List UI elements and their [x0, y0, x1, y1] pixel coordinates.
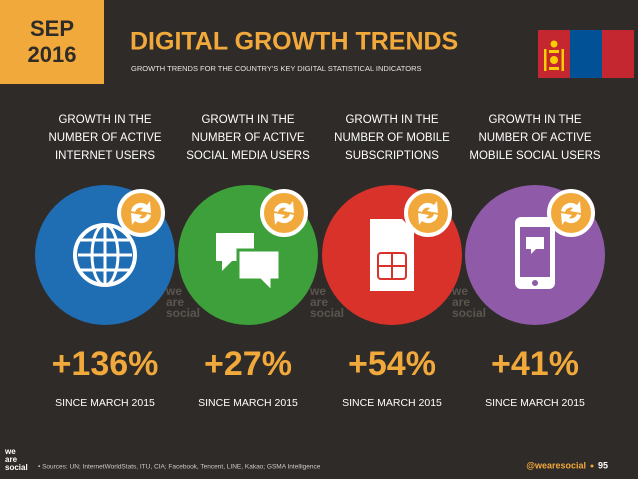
trend-icon	[131, 201, 151, 225]
card-label: NUMBER OF ACTIVE	[478, 132, 591, 144]
card-label: GROWTH IN THE	[201, 114, 294, 126]
card-label: GROWTH IN THE	[488, 114, 581, 126]
dot	[590, 464, 594, 468]
watermark: are	[452, 295, 470, 309]
logo-line: social	[5, 463, 28, 472]
trend-icon	[561, 201, 581, 225]
date-box	[0, 0, 104, 84]
growth-value: +41%	[491, 345, 579, 383]
watermark: are	[310, 295, 328, 309]
date-year: 2016	[28, 42, 77, 67]
card-label: SUBSCRIPTIONS	[345, 150, 439, 162]
since-label: SINCE MARCH 2015	[342, 397, 442, 409]
sources: • Sources: UN; InternetWorldStats, ITU, …	[38, 464, 321, 471]
card: GROWTH IN THE NUMBER OF ACTIVE MOBILE SOCI…	[465, 114, 605, 409]
cards: GROWTH IN THE NUMBER OF ACTIVE INTERNET US…	[35, 114, 605, 409]
watermark: we	[165, 284, 182, 298]
card-label: MOBILE SOCIAL USERS	[469, 150, 601, 162]
icon	[532, 280, 538, 286]
watermark: we	[451, 284, 468, 298]
watermark: social	[166, 306, 200, 320]
card: GROWTH IN THE NUMBER OF MOBILE SUBSCRIPTIO…	[322, 114, 462, 409]
card-label: NUMBER OF MOBILE	[334, 132, 450, 144]
card-label: NUMBER OF ACTIVE	[48, 132, 161, 144]
date-month: SEP	[30, 16, 74, 41]
logo: we are social	[3, 447, 29, 476]
growth-value: +27%	[204, 345, 292, 383]
growth-value: +54%	[348, 345, 436, 383]
page-number: 95	[598, 460, 608, 470]
card-label: SOCIAL MEDIA USERS	[186, 150, 310, 162]
icon	[526, 237, 544, 254]
trend-icon	[418, 201, 438, 225]
logo-line: we	[4, 447, 16, 456]
icon	[520, 227, 550, 277]
icon	[216, 233, 254, 271]
growth-value: +136%	[52, 345, 159, 383]
card: GROWTH IN THE NUMBER OF ACTIVE INTERNET US…	[35, 114, 175, 409]
subtitle: GROWTH TRENDS FOR THE COUNTRY'S KEY DIGI…	[131, 64, 422, 73]
card: GROWTH IN THE NUMBER OF ACTIVE SOCIAL MEDI…	[178, 114, 318, 409]
watermark: we	[309, 284, 326, 298]
handle: @wearesocial	[526, 460, 586, 470]
trend-badge	[260, 189, 308, 237]
logo-line: are	[5, 455, 18, 464]
since-label: SINCE MARCH 2015	[55, 397, 155, 409]
flag	[538, 30, 634, 78]
since-label: SINCE MARCH 2015	[198, 397, 298, 409]
trend-badge	[547, 189, 595, 237]
card-label: GROWTH IN THE	[345, 114, 438, 126]
card-label: GROWTH IN THE	[58, 114, 151, 126]
card-label: INTERNET USERS	[55, 150, 155, 162]
trend-icon	[274, 201, 294, 225]
icon	[236, 248, 282, 296]
trend-badge	[117, 189, 165, 237]
trend-badge	[404, 189, 452, 237]
title: DIGITAL GROWTH TRENDS	[130, 28, 458, 56]
watermark: are	[166, 295, 184, 309]
watermark: social	[452, 306, 486, 320]
watermark: social	[310, 306, 344, 320]
card-label: NUMBER OF ACTIVE	[191, 132, 304, 144]
since-label: SINCE MARCH 2015	[485, 397, 585, 409]
